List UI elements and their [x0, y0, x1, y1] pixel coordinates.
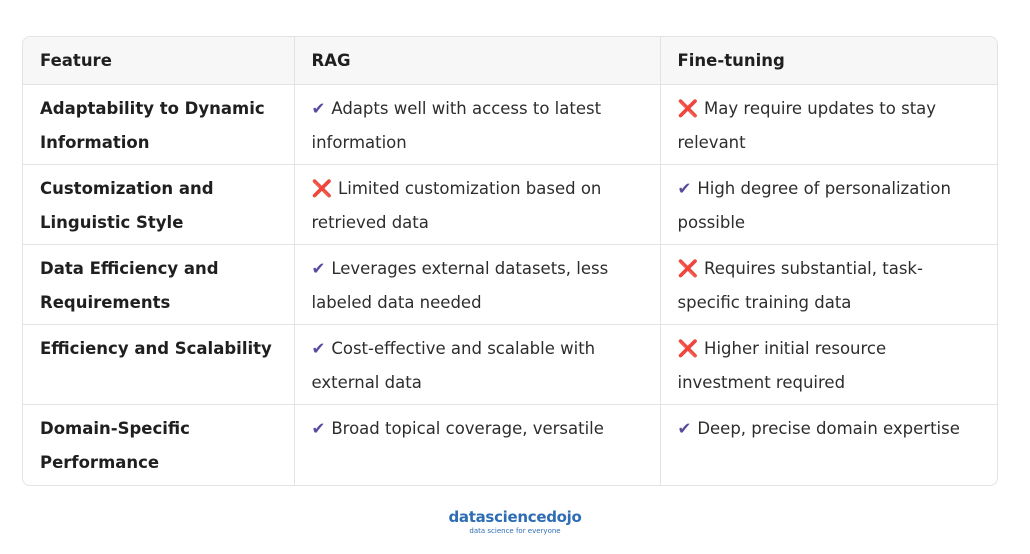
table-row: Domain-Specific Performance ✔ Broad topica… [23, 404, 997, 485]
status-icon: ❌ [677, 339, 699, 358]
table-body: Adaptability to Dynamic Information ✔ Adap… [23, 84, 997, 485]
brand: datasciencedojo [448, 508, 582, 526]
status-icon: ✔ [311, 259, 326, 278]
table-row: Customization and Linguistic Style ❌ Limit… [23, 164, 997, 245]
value-cell: ❌ Limited customization based on retrieve… [294, 164, 661, 245]
value-cell: ✔ Cost-effective and scalable with extern… [294, 324, 661, 405]
cell-text: Cost-effective and scalable with externa… [311, 339, 596, 392]
header-cell: RAG [294, 37, 661, 85]
cell-text: Requires substantial, task-specific trai… [677, 259, 923, 312]
cell-text: Broad topical coverage, versatile [331, 419, 604, 438]
value-cell: ✔ Adapts well with access to latest infor… [294, 84, 661, 165]
feature-cell: Customization and Linguistic Style [23, 164, 295, 245]
status-icon: ❌ [311, 179, 333, 198]
header-cell: Fine-tuning [660, 37, 997, 85]
feature-cell: Adaptability to Dynamic Information [23, 84, 295, 165]
header-cell: Feature [23, 37, 295, 85]
feature-cell: Domain-Specific Performance [23, 404, 295, 485]
cell-text: High degree of personalization possible [677, 179, 951, 232]
cell-text: Adapts well with access to latest inform… [311, 99, 602, 152]
cell-text: Deep, precise domain expertise [697, 419, 960, 438]
status-icon: ✔ [311, 99, 326, 118]
value-cell: ✔ High degree of personalization possible [660, 164, 997, 245]
table-container: Feature RAG Fine-tuning Adaptability to Dy… [22, 36, 998, 486]
table-row: Efficiency and Scalability ✔ Cost-effectiv… [23, 324, 997, 405]
value-cell: ✔ Deep, precise domain expertise [660, 405, 997, 485]
status-icon: ✔ [677, 419, 692, 438]
comparison-table: Feature RAG Fine-tuning Adaptability to Dy… [23, 37, 997, 485]
status-icon: ❌ [677, 99, 699, 118]
value-cell: ❌ Higher initial resource investment requ… [660, 324, 997, 405]
table-row: Data Efficiency and Requirements ✔ Leverag… [23, 244, 997, 325]
status-icon: ✔ [677, 179, 692, 198]
header-row: Feature RAG Fine-tuning [23, 37, 997, 85]
status-icon: ❌ [677, 259, 699, 278]
table-row: Adaptability to Dynamic Information ✔ Adap… [23, 84, 997, 165]
cell-text: Limited customization based on retrieved… [311, 179, 602, 232]
cell-text: May require updates to stay relevant [677, 99, 937, 152]
feature-cell: Data Efficiency and Requirements [23, 244, 295, 325]
logo: datasciencedojo data science for everyon… [0, 508, 1030, 535]
value-cell: ❌ Requires substantial, task-specific tra… [660, 244, 997, 325]
cell-text: Leverages external datasets, less labele… [311, 259, 609, 312]
value-cell: ✔ Leverages external datasets, less label… [294, 244, 661, 325]
value-cell: ✔ Broad topical coverage, versatile [294, 404, 661, 485]
cell-text: Higher initial resource investment requi… [677, 339, 887, 392]
value-cell: ❌ May require updates to stay relevant [660, 84, 997, 165]
status-icon: ✔ [311, 339, 326, 358]
status-icon: ✔ [311, 419, 326, 438]
feature-cell: Efficiency and Scalability [23, 324, 295, 405]
tagline: data science for everyone [469, 527, 561, 535]
